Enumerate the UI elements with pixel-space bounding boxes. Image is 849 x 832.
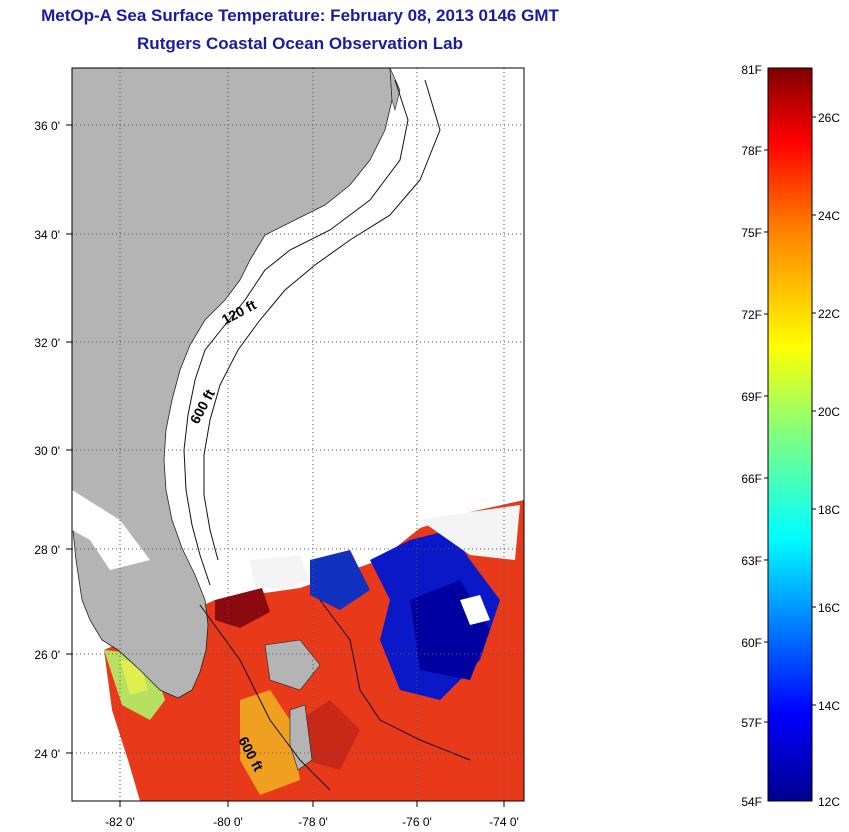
colorbar-c-16: 16C <box>818 601 840 615</box>
map-title: MetOp-A Sea Surface Temperature: Februar… <box>41 6 559 25</box>
colorbar: 81F 78F 75F 72F 69F 66F 63F 60F 57F 54F … <box>741 63 840 809</box>
lat-label-28: 28 0' <box>34 543 60 557</box>
lat-label-24: 24 0' <box>34 747 60 761</box>
lat-label-30: 30 0' <box>34 444 60 458</box>
colorbar-c-12: 12C <box>818 795 840 809</box>
colorbar-f-69: 69F <box>741 390 762 404</box>
land-mass <box>72 68 393 699</box>
colorbar-f-81: 81F <box>741 63 762 77</box>
colorbar-c-18: 18C <box>818 503 840 517</box>
lat-label-32: 32 0' <box>34 336 60 350</box>
contour-600ft <box>203 79 441 561</box>
lat-lon-grid <box>72 68 524 801</box>
colorbar-c-26: 26C <box>818 111 840 125</box>
lat-label-26: 26 0' <box>34 648 60 662</box>
colorbar-c-24: 24C <box>818 209 840 223</box>
colorbar-f-63: 63F <box>741 554 762 568</box>
axis-ticks <box>66 124 505 807</box>
colorbar-f-60: 60F <box>741 636 762 650</box>
colorbar-f-57: 57F <box>741 716 762 730</box>
colorbar-c-14: 14C <box>818 699 840 713</box>
lat-label-36: 36 0' <box>34 119 60 133</box>
lon-label-74: -74 0' <box>489 815 519 829</box>
lon-label-76: -76 0' <box>402 815 432 829</box>
contour-120ft <box>183 79 409 586</box>
lat-label-34: 34 0' <box>34 228 60 242</box>
colorbar-c-20: 20C <box>818 405 840 419</box>
map-panel <box>72 68 524 801</box>
colorbar-f-78: 78F <box>741 144 762 158</box>
lon-label-80: -80 0' <box>213 815 243 829</box>
lon-label-82: -82 0' <box>105 815 135 829</box>
colorbar-c-22: 22C <box>818 307 840 321</box>
map-subtitle: Rutgers Coastal Ocean Observation Lab <box>137 34 463 53</box>
lon-label-78: -78 0' <box>298 815 328 829</box>
colorbar-f-75: 75F <box>741 226 762 240</box>
colorbar-f-54: 54F <box>741 795 762 809</box>
sst-swath <box>104 500 524 801</box>
colorbar-f-66: 66F <box>741 472 762 486</box>
colorbar-f-72: 72F <box>741 308 762 322</box>
